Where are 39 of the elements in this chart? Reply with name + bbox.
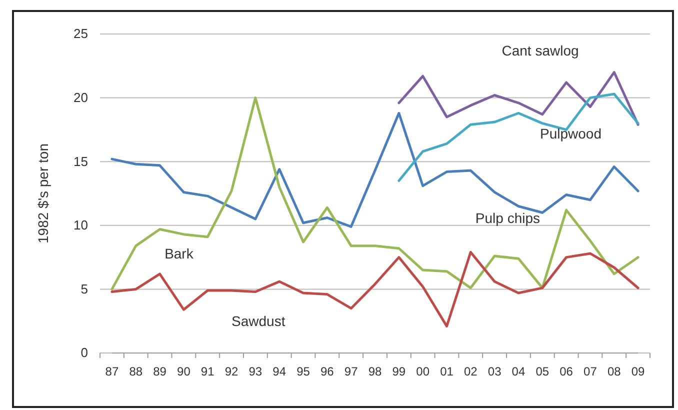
x-tick-label: 06 — [560, 364, 574, 379]
x-tick-label: 98 — [368, 364, 382, 379]
y-axis-title: 1982 $'s per ton — [35, 144, 51, 244]
series-label: Pulp chips — [475, 210, 540, 226]
line-series — [110, 96, 640, 290]
x-tick-label: 93 — [248, 364, 262, 379]
x-tick-label: 90 — [177, 364, 191, 379]
line-series — [110, 112, 640, 228]
x-tick-label: 97 — [344, 364, 358, 379]
y-tick-label: 15 — [74, 154, 88, 169]
x-tick-label: 95 — [296, 364, 310, 379]
y-tick-label: 0 — [80, 345, 88, 360]
x-tick-label: 99 — [392, 364, 406, 379]
x-tick-label: 94 — [272, 364, 286, 379]
x-tick-label: 87 — [105, 364, 119, 379]
series-label: Sawdust — [232, 313, 286, 330]
x-tick-label: 09 — [631, 364, 646, 379]
y-tick-label: 25 — [74, 26, 88, 42]
x-tick-label: 02 — [464, 364, 478, 379]
x-tick-label: 92 — [224, 364, 239, 379]
x-tick-label: 04 — [512, 364, 526, 379]
y-tick-label: 20 — [74, 90, 88, 105]
y-tick-label: 5 — [80, 281, 88, 296]
x-tick-label: 07 — [584, 364, 598, 379]
x-tick-label: 91 — [200, 364, 215, 379]
x-tick-label: 96 — [320, 364, 334, 379]
x-tick-label: 05 — [536, 364, 550, 379]
x-tick-label: 03 — [488, 364, 502, 379]
line-series — [398, 92, 640, 182]
x-tick-label: 01 — [440, 364, 454, 379]
line-series — [398, 71, 640, 126]
series-label: Cant sawlog — [502, 42, 579, 59]
y-tick-label: 10 — [74, 218, 88, 233]
x-tick-label: 00 — [416, 364, 430, 379]
series-label: Pulpwood — [540, 126, 602, 142]
x-tick-label: 88 — [129, 364, 143, 379]
x-tick-label: 08 — [607, 364, 622, 379]
series-label: Bark — [164, 246, 194, 262]
x-tick-label: 89 — [153, 364, 167, 379]
